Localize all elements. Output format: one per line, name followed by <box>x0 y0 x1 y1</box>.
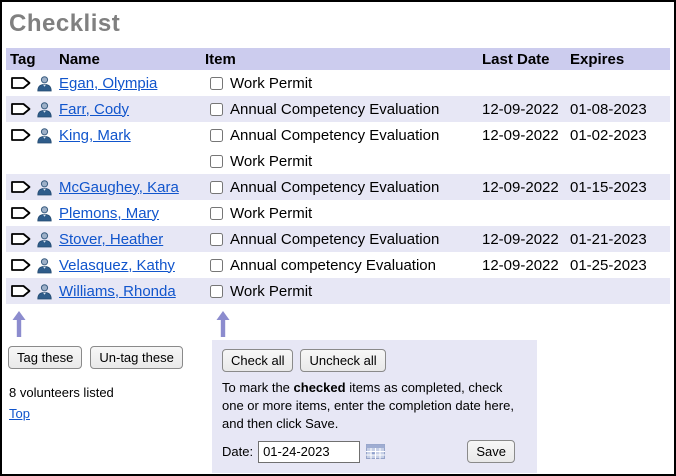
volunteer-name-link[interactable]: King, Mark <box>59 126 131 144</box>
expires-cell: 01-25-2023 <box>570 256 647 274</box>
item-label: Annual Competency Evaluation <box>230 126 440 144</box>
item-checkbox[interactable] <box>210 154 223 168</box>
item-label: Annual Competency Evaluation <box>230 100 440 118</box>
calendar-icon[interactable] <box>366 444 386 459</box>
header-item: Item <box>205 50 236 68</box>
last-date-cell: 12-09-2022 <box>482 256 559 274</box>
item-label: Annual Competency Evaluation <box>230 178 440 196</box>
item-checkbox[interactable] <box>210 128 223 142</box>
expires-cell: 01-21-2023 <box>570 230 647 248</box>
expires-cell: 01-02-2023 <box>570 126 647 144</box>
person-icon <box>36 257 53 274</box>
completion-panel: Check all Uncheck all To mark the checke… <box>212 340 537 473</box>
tag-these-button[interactable]: Tag these <box>8 346 83 369</box>
volunteer-name-link[interactable]: Egan, Olympia <box>59 74 158 92</box>
item-checkbox[interactable] <box>210 102 223 116</box>
tag-icon[interactable] <box>10 257 32 273</box>
tag-icon[interactable] <box>10 75 32 91</box>
person-icon <box>36 179 53 196</box>
uncheck-all-button[interactable]: Uncheck all <box>300 349 386 372</box>
volunteer-name-link[interactable]: Farr, Cody <box>59 100 130 118</box>
tag-icon[interactable] <box>10 283 32 299</box>
below-table-area: Tag these Un-tag these 8 volunteers list… <box>6 310 670 473</box>
last-date-cell: 12-09-2022 <box>482 230 559 248</box>
item-label: Work Permit <box>230 152 313 170</box>
volunteer-name-link[interactable]: Williams, Rhonda <box>59 282 176 300</box>
checklist-table: Tag Name Item Last Date Expires <box>6 48 670 304</box>
table-row: Egan, Olympia Work Permit <box>6 70 670 96</box>
volunteer-name-link[interactable]: McGaughey, Kara <box>59 178 179 196</box>
table-row: King, Mark Annual Competency Evaluation … <box>6 122 670 148</box>
person-icon <box>36 231 53 248</box>
person-icon <box>36 127 53 144</box>
person-icon <box>36 283 53 300</box>
header-tag: Tag <box>10 50 36 68</box>
table-row: Farr, Cody Annual Competency Evaluation … <box>6 96 670 122</box>
item-label: Work Permit <box>230 204 313 222</box>
volunteer-count: 8 volunteers listed <box>9 385 114 400</box>
item-label: Annual competency Evaluation <box>230 256 436 274</box>
item-checkbox[interactable] <box>210 258 223 272</box>
tag-icon[interactable] <box>10 179 32 195</box>
header-name: Name <box>59 50 100 68</box>
tag-icon[interactable] <box>10 101 32 117</box>
volunteer-name-link[interactable]: Plemons, Mary <box>59 204 160 222</box>
tag-icon[interactable] <box>10 231 32 247</box>
volunteer-name-link[interactable]: Stover, Heather <box>59 230 164 248</box>
table-row: McGaughey, Kara Annual Competency Evalua… <box>6 174 670 200</box>
date-label: Date: <box>222 444 254 459</box>
top-link[interactable]: Top <box>9 406 30 421</box>
table-row: Stover, Heather Annual Competency Evalua… <box>6 226 670 252</box>
expires-cell: 01-15-2023 <box>570 178 647 196</box>
item-checkbox[interactable] <box>210 206 223 220</box>
check-all-button[interactable]: Check all <box>222 349 294 372</box>
item-column-up-arrow-icon <box>214 310 232 343</box>
last-date-cell: 12-09-2022 <box>482 178 559 196</box>
table-row: Williams, Rhonda Work Permit <box>6 278 670 304</box>
item-checkbox[interactable] <box>210 76 223 90</box>
untag-these-button[interactable]: Un-tag these <box>90 346 183 369</box>
tag-column-up-arrow-icon <box>10 310 28 343</box>
table-header-row: Tag Name Item Last Date Expires <box>6 48 670 70</box>
last-date-cell: 12-09-2022 <box>482 100 559 118</box>
expires-cell: 01-08-2023 <box>570 100 647 118</box>
person-icon <box>36 205 53 222</box>
person-icon <box>36 101 53 118</box>
table-row: Velasquez, Kathy Annual competency Evalu… <box>6 252 670 278</box>
item-label: Annual Competency Evaluation <box>230 230 440 248</box>
person-icon <box>36 75 53 92</box>
header-last-date: Last Date <box>482 50 550 68</box>
header-expires: Expires <box>570 50 625 68</box>
volunteer-name-link[interactable]: Velasquez, Kathy <box>59 256 175 274</box>
item-checkbox[interactable] <box>210 232 223 246</box>
tag-icon[interactable] <box>10 205 32 221</box>
tag-icon[interactable] <box>10 127 32 143</box>
table-row: Plemons, Mary Work Permit <box>6 200 670 226</box>
panel-instructions: To mark the checked items as completed, … <box>222 380 514 431</box>
item-label: Work Permit <box>230 282 313 300</box>
item-checkbox[interactable] <box>210 180 223 194</box>
table-row: Work Permit <box>6 148 670 174</box>
page-title: Checklist <box>9 10 121 37</box>
item-label: Work Permit <box>230 74 313 92</box>
save-button[interactable]: Save <box>467 440 515 463</box>
last-date-cell: 12-09-2022 <box>482 126 559 144</box>
table-body: Egan, Olympia Work Permit <box>6 70 670 304</box>
item-checkbox[interactable] <box>210 284 223 298</box>
completion-date-input[interactable] <box>258 440 361 463</box>
